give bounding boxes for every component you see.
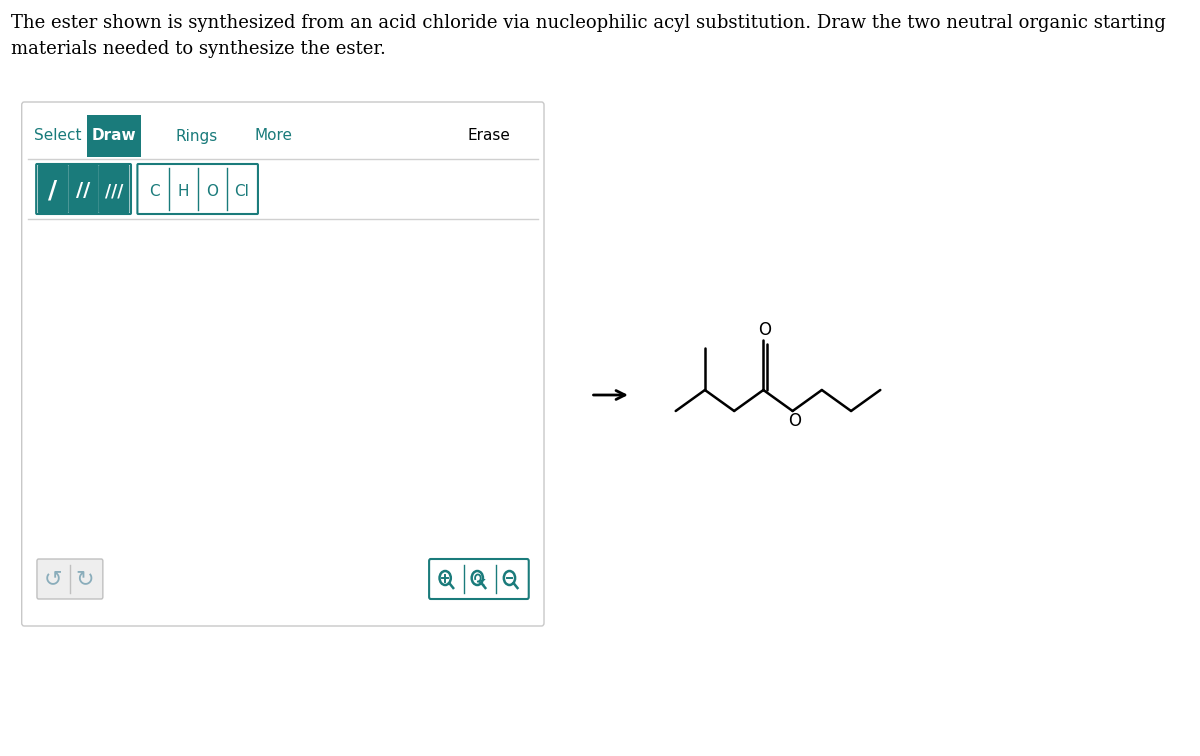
Text: O: O bbox=[758, 321, 772, 339]
Text: C: C bbox=[149, 184, 160, 199]
Text: O: O bbox=[206, 184, 218, 199]
Text: Cl: Cl bbox=[234, 184, 248, 199]
Text: ///: /// bbox=[104, 182, 124, 200]
FancyBboxPatch shape bbox=[36, 164, 131, 214]
Text: Erase: Erase bbox=[468, 129, 511, 144]
Text: H: H bbox=[178, 184, 188, 199]
Text: ↺: ↺ bbox=[43, 569, 62, 589]
Text: More: More bbox=[254, 129, 293, 144]
FancyBboxPatch shape bbox=[37, 559, 103, 599]
Text: Rings: Rings bbox=[175, 129, 218, 144]
Text: /: / bbox=[48, 179, 58, 203]
FancyBboxPatch shape bbox=[138, 164, 258, 214]
Text: ↻: ↻ bbox=[76, 569, 94, 589]
FancyBboxPatch shape bbox=[37, 165, 68, 213]
Text: //: // bbox=[77, 181, 91, 200]
FancyBboxPatch shape bbox=[98, 165, 130, 213]
FancyBboxPatch shape bbox=[430, 559, 529, 599]
Text: O: O bbox=[788, 412, 802, 430]
FancyBboxPatch shape bbox=[22, 102, 544, 626]
FancyBboxPatch shape bbox=[68, 165, 98, 213]
FancyBboxPatch shape bbox=[86, 115, 142, 157]
Text: Select: Select bbox=[34, 129, 82, 144]
Text: The ester shown is synthesized from an acid chloride via nucleophilic acyl subst: The ester shown is synthesized from an a… bbox=[11, 14, 1166, 57]
Text: Draw: Draw bbox=[91, 129, 137, 144]
